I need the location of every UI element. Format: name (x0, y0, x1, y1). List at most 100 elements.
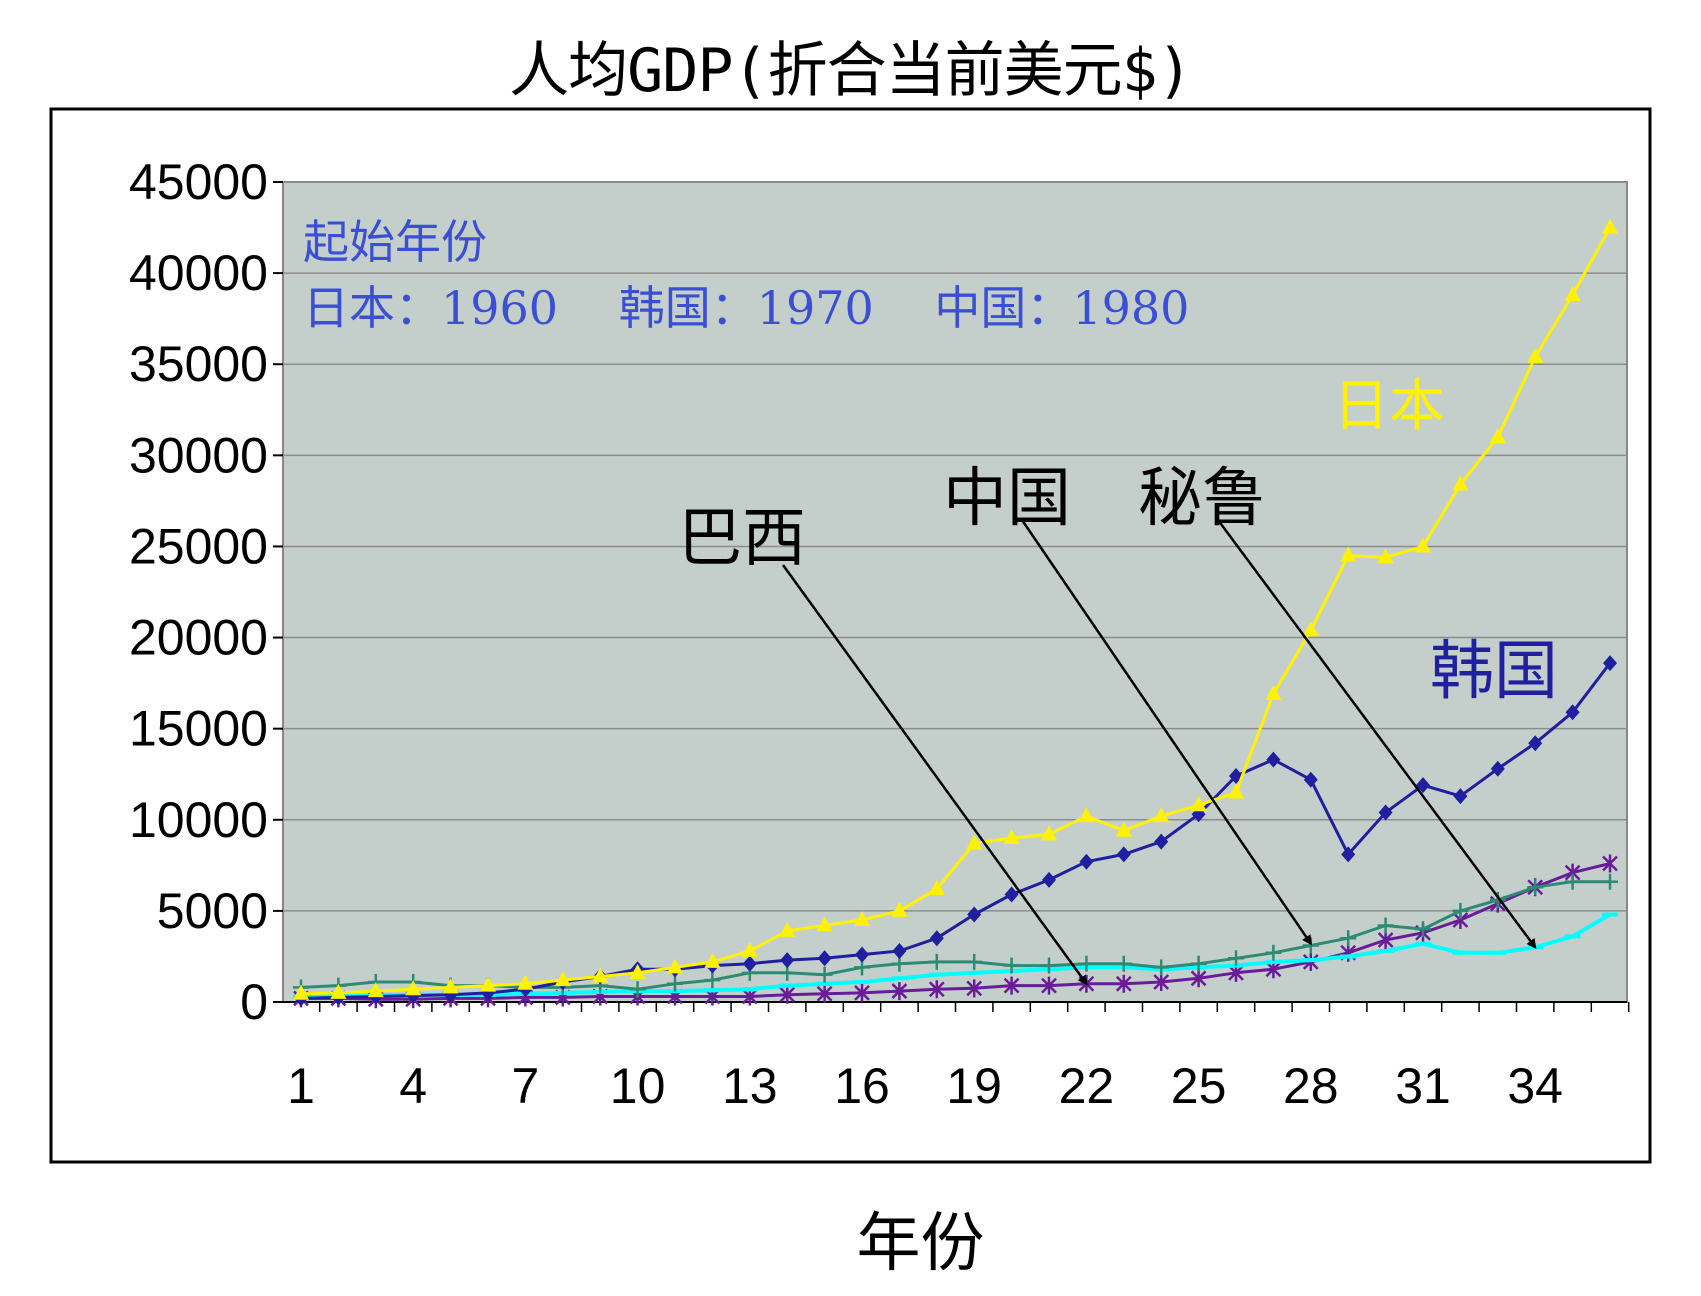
data-point (1228, 950, 1244, 967)
x-tick-label: 4 (399, 1058, 427, 1114)
data-point (704, 972, 721, 989)
data-point (1266, 751, 1281, 768)
x-tick-label: 16 (834, 1058, 890, 1114)
annotation-label: 秘鲁 (1138, 462, 1266, 536)
data-point (1564, 285, 1581, 301)
x-axis-ticks: 1 4 7 10 13 16 19 22 25 28 31 34 (287, 1002, 1630, 1114)
data-point (1489, 891, 1506, 908)
annotation-arrow (1216, 519, 1537, 949)
data-point (405, 980, 422, 996)
y-tick-label: 5000 (157, 883, 268, 939)
data-point (367, 982, 384, 998)
annotation-label: 韩国 (1430, 635, 1558, 709)
data-point (1564, 873, 1581, 890)
x-axis-label: 年份 (856, 1207, 985, 1281)
x-tick-label: 1 (287, 1058, 315, 1114)
data-point (1415, 921, 1431, 938)
data-point (1078, 807, 1095, 823)
data-point (929, 930, 944, 947)
data-point (1377, 548, 1394, 564)
data-point (966, 953, 983, 970)
data-point (480, 976, 496, 992)
data-point (1003, 976, 1020, 995)
y-tick-label: 0 (240, 974, 268, 1030)
data-point (1415, 537, 1431, 553)
x-tick-label: 13 (722, 1058, 778, 1114)
chart-title: 人均GDP(折合当前美元$) (509, 36, 1193, 106)
data-point (1453, 788, 1468, 805)
annotation-arrow (781, 564, 1088, 986)
data-point (1602, 873, 1618, 890)
data-point (1378, 804, 1393, 821)
data-point (1041, 957, 1057, 974)
data-point (928, 980, 945, 999)
data-point (1377, 931, 1394, 950)
data-point (667, 975, 683, 992)
series-line (301, 862, 1611, 1001)
x-tick-label: 10 (610, 1058, 666, 1114)
data-point (554, 971, 571, 987)
data-point (854, 983, 870, 1002)
data-point (1527, 347, 1544, 363)
data-point (592, 967, 609, 983)
data-point (1602, 854, 1618, 873)
data-point (517, 974, 534, 990)
x-tick-label: 22 (1059, 1058, 1115, 1114)
y-tick-label: 45000 (129, 154, 268, 210)
data-point (891, 901, 908, 917)
data-point (780, 952, 795, 969)
gridlines (283, 181, 1627, 912)
y-tick-label: 20000 (129, 610, 268, 666)
data-point (742, 955, 757, 972)
y-tick-label: 40000 (129, 245, 268, 301)
data-point (1490, 760, 1505, 777)
data-point (1041, 976, 1057, 995)
annotation-arrow (1020, 519, 1312, 946)
y-tick-label: 10000 (129, 792, 268, 848)
data-point (741, 941, 758, 957)
data-point (1528, 735, 1543, 752)
data-point (1489, 428, 1506, 444)
data-point (1340, 546, 1357, 562)
data-point (1265, 944, 1282, 961)
data-point (1078, 955, 1095, 972)
data-point (1265, 685, 1282, 701)
data-point (442, 978, 459, 994)
data-point (1042, 871, 1056, 888)
data-point (1190, 796, 1207, 812)
data-point (816, 916, 833, 932)
data-point (1153, 807, 1170, 823)
data-point (1565, 704, 1580, 721)
data-point (1153, 972, 1170, 991)
y-axis-ticks: 0 5000 10000 15000 20000 25000 30000 35000 40000… (129, 154, 1627, 1030)
y-tick-label: 30000 (129, 427, 268, 483)
series-layer (293, 218, 1618, 1009)
data-point (816, 966, 833, 983)
data-point (1452, 902, 1469, 919)
note-line: 起始年份 (303, 215, 487, 269)
data-point (967, 906, 982, 923)
x-tick-label: 19 (946, 1058, 1002, 1114)
data-point (1079, 853, 1094, 870)
data-point (816, 984, 833, 1003)
data-point (966, 979, 983, 998)
annotation-label: 日本 (1333, 374, 1445, 439)
data-point (1041, 825, 1057, 841)
data-point (1602, 218, 1618, 234)
data-point (1116, 846, 1131, 863)
y-tick-label: 15000 (129, 701, 268, 757)
x-tick-label: 31 (1395, 1058, 1451, 1114)
data-point (1115, 974, 1132, 993)
x-tick-label: 28 (1283, 1058, 1339, 1114)
x-tick-label: 34 (1507, 1058, 1563, 1114)
data-point (928, 880, 945, 896)
x-tick-label: 25 (1171, 1058, 1227, 1114)
data-point (1527, 879, 1544, 896)
data-point (779, 985, 796, 1004)
data-point (330, 983, 347, 999)
data-point (1153, 959, 1170, 976)
data-point (1115, 821, 1132, 837)
data-point (855, 946, 869, 963)
data-point (1190, 969, 1207, 988)
